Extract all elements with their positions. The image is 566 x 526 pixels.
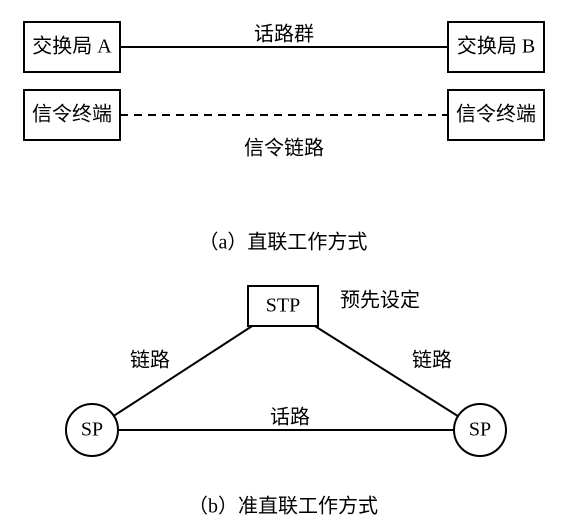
caption-b: （b）准直联工作方式 [188, 495, 378, 518]
label-link-left: 链路 [130, 349, 170, 372]
label-link-right: 链路 [412, 349, 452, 372]
label-preset: 预先设定 [340, 289, 420, 312]
edge-label-signaling-link: 信令链路 [244, 137, 324, 160]
node-label-stp: STP [266, 295, 300, 317]
node-label-rightTop: 交换局 B [457, 35, 535, 58]
node-label-rightBot: 信令终端 [456, 103, 536, 126]
edge-label-voice-trunk: 话路群 [254, 23, 314, 46]
node-label-spLeft: SP [81, 419, 103, 441]
node-label-leftBot: 信令终端 [32, 103, 112, 126]
node-label-spRight: SP [469, 419, 491, 441]
label-voice: 话路 [270, 406, 310, 429]
caption-a: （a）直联工作方式 [199, 231, 368, 254]
node-label-leftTop: 交换局 A [32, 35, 112, 58]
